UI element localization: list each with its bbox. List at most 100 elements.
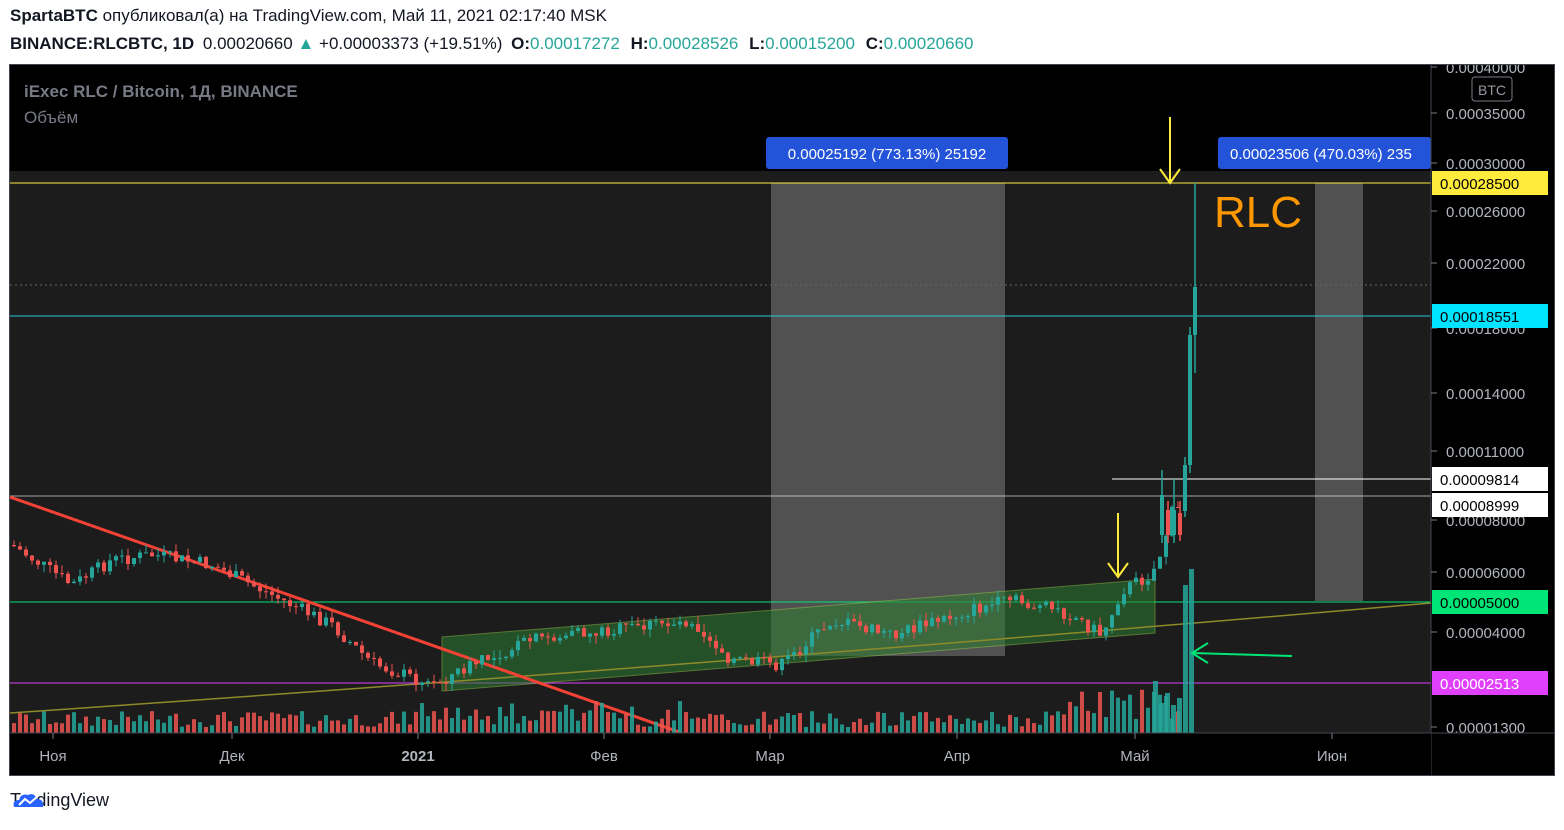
volume-bar: [780, 716, 784, 733]
volume-legend: Объём: [24, 108, 78, 127]
support-curve[interactable]: [10, 602, 1432, 714]
time-axis[interactable]: [10, 733, 1431, 776]
candle-body: [930, 618, 934, 627]
volume-bar: [438, 719, 442, 733]
candle-body: [552, 637, 556, 641]
candle-body: [1172, 510, 1176, 535]
volume-bar: [126, 716, 130, 733]
measure-label-1: 0.00025192 (773.13%) 25192: [788, 146, 987, 163]
volume-bar: [942, 722, 946, 733]
price-level-badge[interactable]: [1432, 590, 1548, 614]
volume-bar: [204, 726, 208, 733]
volume-bar: [1140, 689, 1144, 733]
candle-body: [720, 648, 724, 653]
candle-body: [906, 625, 910, 633]
volume-bar: [378, 723, 382, 733]
price-tick-label: 0.00004000: [1446, 625, 1525, 642]
volume-bar: [522, 715, 526, 733]
candle-body: [36, 560, 40, 565]
volume-bar: [132, 721, 136, 733]
volume-bar: [432, 711, 436, 733]
time-tick-label: Дек: [219, 748, 245, 765]
volume-bar: [804, 726, 808, 733]
volume-bar: [552, 710, 556, 733]
candle-body: [480, 655, 484, 665]
open-value: 0.00017272: [530, 34, 620, 53]
candle-body: [504, 656, 508, 659]
candle-body: [1110, 615, 1114, 628]
candle-body: [540, 633, 544, 637]
candle-body: [114, 556, 118, 561]
volume-bar: [156, 719, 160, 733]
candle-body: [834, 625, 838, 627]
measure-box-2[interactable]: [1218, 137, 1431, 169]
up-triangle-icon: ▲: [297, 34, 315, 53]
volume-bar: [216, 714, 220, 733]
volume-bar: [1146, 707, 1150, 733]
candle-body: [1164, 535, 1168, 557]
chart-canvas[interactable]: RLC iExec RLC / Bitcoin, 1Д, BINANCE Объ…: [10, 65, 1555, 776]
candle-body: [264, 591, 268, 593]
currency-label: BTC: [1478, 82, 1506, 98]
candle-body: [618, 623, 622, 634]
candle-body: [750, 658, 754, 665]
volume-bar: [72, 712, 76, 733]
candle-body: [522, 638, 526, 641]
author-name[interactable]: SpartaBTC: [10, 6, 98, 25]
candle-body: [1074, 617, 1078, 620]
price-level-badge[interactable]: [1432, 493, 1548, 517]
volume-bar: [858, 718, 862, 733]
candle-body: [642, 625, 646, 630]
ascending-channel[interactable]: [441, 578, 1156, 692]
price-level-badge[interactable]: [1432, 171, 1548, 195]
volume-bar: [1159, 703, 1164, 733]
volume-bar: [894, 725, 898, 733]
tradingview-logo[interactable]: TradingView: [10, 790, 109, 811]
candle-body: [528, 638, 532, 642]
chart-pane[interactable]: RLC iExec RLC / Bitcoin, 1Д, BINANCE Объ…: [9, 64, 1555, 776]
candle-body: [516, 640, 520, 651]
volume-bar: [648, 726, 652, 733]
currency-badge[interactable]: [1471, 76, 1513, 102]
candle-body: [138, 552, 142, 559]
volume-bar: [1020, 726, 1024, 733]
candle-body: [180, 555, 184, 562]
candle-body: [924, 620, 928, 627]
candle-body: [888, 630, 892, 632]
candle-body: [594, 633, 598, 636]
candle-body: [84, 576, 88, 578]
volume-bar: [870, 722, 874, 733]
price-level-badge[interactable]: [1432, 671, 1548, 695]
downtrend-line[interactable]: [10, 495, 683, 735]
price-level-badge[interactable]: [1432, 304, 1548, 328]
candle-body: [714, 640, 718, 649]
candle-body: [726, 652, 730, 663]
volume-bar: [654, 721, 658, 733]
price-level-label: 0.00009814: [1440, 472, 1519, 489]
candle-body: [1068, 618, 1072, 620]
volume-bar: [468, 715, 472, 733]
price-level-badge[interactable]: [1432, 467, 1548, 491]
candle-body: [1178, 513, 1182, 535]
volume-bar: [384, 716, 388, 733]
rlc-annotation[interactable]: RLC: [1214, 188, 1302, 237]
candle-body: [546, 636, 550, 638]
candle-body: [858, 621, 862, 627]
volume-bar: [150, 711, 154, 733]
volume-bar: [732, 722, 736, 733]
volume-bar: [558, 711, 562, 733]
candle-body: [168, 551, 172, 553]
candle-body: [492, 658, 496, 661]
candle-body: [1038, 605, 1042, 608]
volume-bar: [222, 712, 226, 733]
volume-bar: [306, 724, 310, 733]
measure-box-1[interactable]: [766, 137, 1008, 169]
publish-info: SpartaBTC опубликовал(а) на TradingView.…: [10, 6, 607, 26]
ohlc-bar: BINANCE:RLCBTC, 1D 0.00020660 ▲ +0.00003…: [10, 34, 974, 54]
candle-body: [396, 675, 400, 677]
volume-bar: [852, 722, 856, 733]
volume-bar: [810, 711, 814, 733]
volume-bar: [240, 717, 244, 733]
arrow-left-icon: [1190, 642, 1293, 664]
measure-label-2: 0.00023506 (470.03%) 235: [1230, 146, 1412, 163]
